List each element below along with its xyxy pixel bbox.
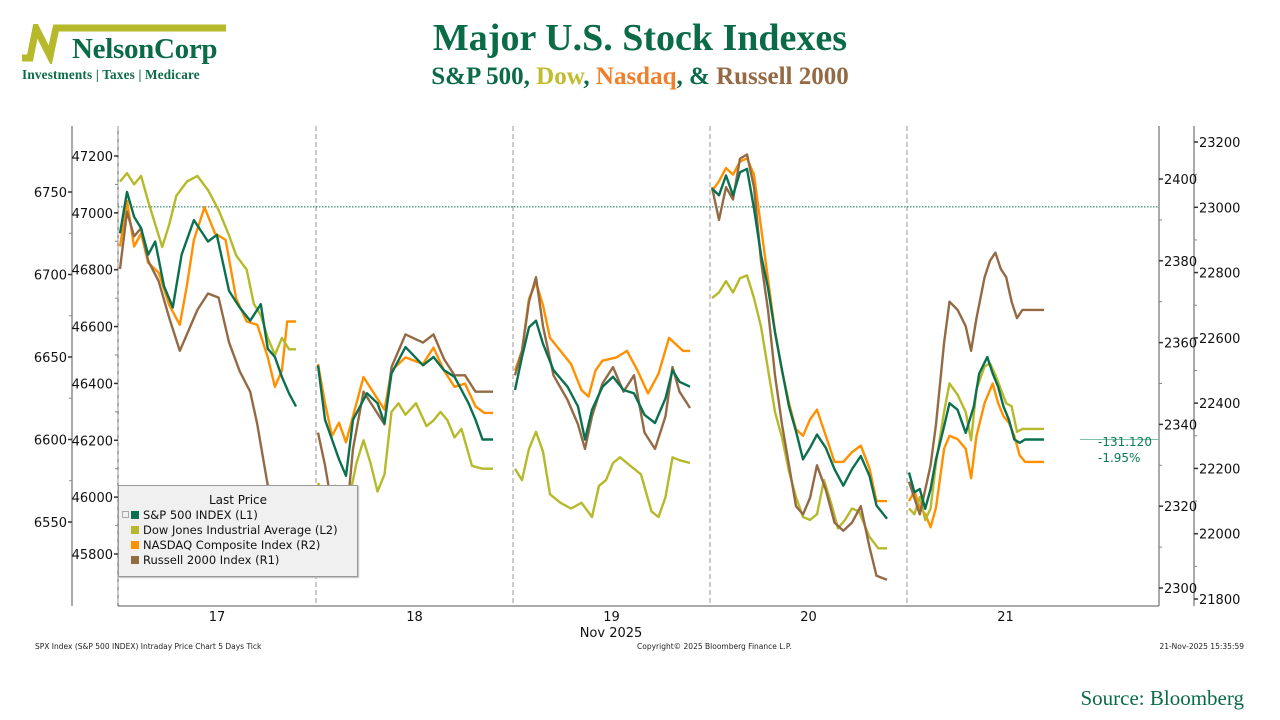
x-tick-label: 19: [603, 610, 620, 625]
x-tick-label: 20: [800, 610, 817, 625]
logo-tagline: Investments | Taxes | Medicare: [22, 67, 200, 82]
legend-title: Last Price: [208, 493, 268, 507]
subtitle-sp500: S&P 500: [431, 63, 524, 90]
series-line-s-p-500-index: [316, 345, 493, 477]
nelsoncorp-logo: NelsonCorp Investments | Taxes | Medicar…: [20, 24, 230, 84]
legend-label: NASDAQ Composite Index (R2): [143, 538, 321, 552]
legend-label: Russell 2000 Index (R1): [143, 553, 280, 567]
tick-label-l1: 6700: [34, 269, 67, 284]
tick-label-r2: 22000: [1199, 528, 1240, 543]
tick-label-r1: 2380: [1164, 255, 1197, 270]
tick-label-l2: 46400: [72, 377, 113, 392]
tick-label-l2: 46600: [72, 321, 113, 336]
legend-swatch-nasdaq: [131, 541, 139, 549]
page-title: Major U.S. Stock Indexes: [432, 17, 848, 59]
footer-chart-description: SPX Index (S&P 500 INDEX) Intraday Price…: [35, 642, 262, 651]
series-line-s-p-500-index: [907, 355, 1044, 510]
subtitle-sep: , &: [676, 63, 717, 90]
tick-label-l1: 6750: [34, 186, 67, 201]
tick-label-l2: 46200: [72, 434, 113, 449]
legend-selector-icon: [122, 511, 129, 518]
subtitle-dow: Dow: [536, 63, 584, 90]
logo-name: NelsonCorp: [72, 33, 218, 65]
tick-label-l1: 6650: [34, 351, 67, 366]
legend-swatch-sp500: [131, 511, 139, 519]
series-line-dow-jones-industrial-average: [119, 171, 296, 357]
tick-label-r1: 2400: [1164, 173, 1197, 188]
tick-label-r2: 22400: [1199, 397, 1240, 412]
subtitle-nasdaq: Nasdaq: [595, 63, 677, 90]
footer-timestamp: 21-Nov-2025 15:35:59: [1159, 642, 1244, 651]
tick-label-r1: 2360: [1164, 337, 1197, 352]
series-line-nasdaq-composite-index: [907, 382, 1044, 529]
series-line-dow-jones-industrial-average: [513, 430, 691, 519]
subtitle-sep: ,: [523, 63, 537, 90]
legend-item-russell[interactable]: Russell 2000 Index (R1): [131, 553, 279, 567]
series-line-s-p-500-index: [513, 319, 691, 441]
x-axis-label: Nov 2025: [580, 626, 643, 641]
series-line-s-p-500-index: [118, 190, 298, 408]
source-credit: Source: Bloomberg: [1080, 686, 1244, 710]
series-line-russell-2000-index: [710, 153, 888, 581]
legend-item-dow[interactable]: Dow Jones Industrial Average (L2): [131, 523, 338, 537]
series-line-nasdaq-composite-index: [316, 346, 493, 444]
legend-label: S&P 500 INDEX (L1): [143, 508, 258, 522]
legend-label: Dow Jones Industrial Average (L2): [143, 523, 338, 537]
x-tick-label: 18: [406, 610, 423, 625]
tick-label-l1: 6600: [34, 434, 67, 449]
logo-mark-icon: [22, 24, 226, 64]
footer-copyright: Copyright© 2025 Bloomberg Finance L.P.: [637, 642, 792, 651]
legend-item-sp500[interactable]: S&P 500 INDEX (L1): [122, 508, 258, 522]
tick-label-r2: 23200: [1199, 136, 1240, 151]
last-change-percent: -1.95%: [1098, 451, 1141, 465]
tick-label-r2: 22200: [1199, 462, 1240, 477]
tick-label-r2: 23000: [1199, 201, 1240, 216]
subtitle-russell: Russell 2000: [716, 63, 849, 90]
tick-label-l2: 46800: [72, 264, 113, 279]
page-subtitle: S&P 500, Dow, Nasdaq, & Russell 2000: [0, 63, 1280, 91]
series-line-s-p-500-index: [711, 167, 888, 520]
tick-label-r2: 21800: [1199, 593, 1240, 608]
series-line-dow-jones-industrial-average: [908, 362, 1044, 522]
legend-item-nasdaq[interactable]: NASDAQ Composite Index (R2): [131, 538, 320, 552]
subtitle-sep: ,: [583, 63, 596, 90]
tick-label-r1: 2300: [1164, 582, 1197, 597]
last-change-value: -131.120: [1098, 435, 1152, 449]
tick-label-l2: 46000: [72, 491, 113, 506]
tick-label-r1: 2320: [1164, 500, 1197, 515]
x-tick-label: 17: [209, 610, 226, 625]
series-line-russell-2000-index: [907, 251, 1044, 516]
tick-label-l2: 45800: [72, 548, 113, 563]
series-line-dow-jones-industrial-average: [711, 274, 887, 550]
tick-label-r2: 22800: [1199, 267, 1240, 282]
x-tick-label: 21: [997, 610, 1014, 625]
chart-legend: Last Price S&P 500 INDEX (L1) Dow Jones …: [118, 485, 358, 577]
tick-label-l2: 47000: [72, 207, 113, 222]
tick-label-l1: 6550: [34, 516, 67, 531]
tick-label-r1: 2340: [1164, 418, 1197, 433]
tick-label-r2: 22600: [1199, 332, 1240, 347]
legend-swatch-russell: [131, 556, 139, 564]
tick-label-l2: 47200: [72, 150, 113, 165]
legend-swatch-dow: [131, 526, 139, 534]
